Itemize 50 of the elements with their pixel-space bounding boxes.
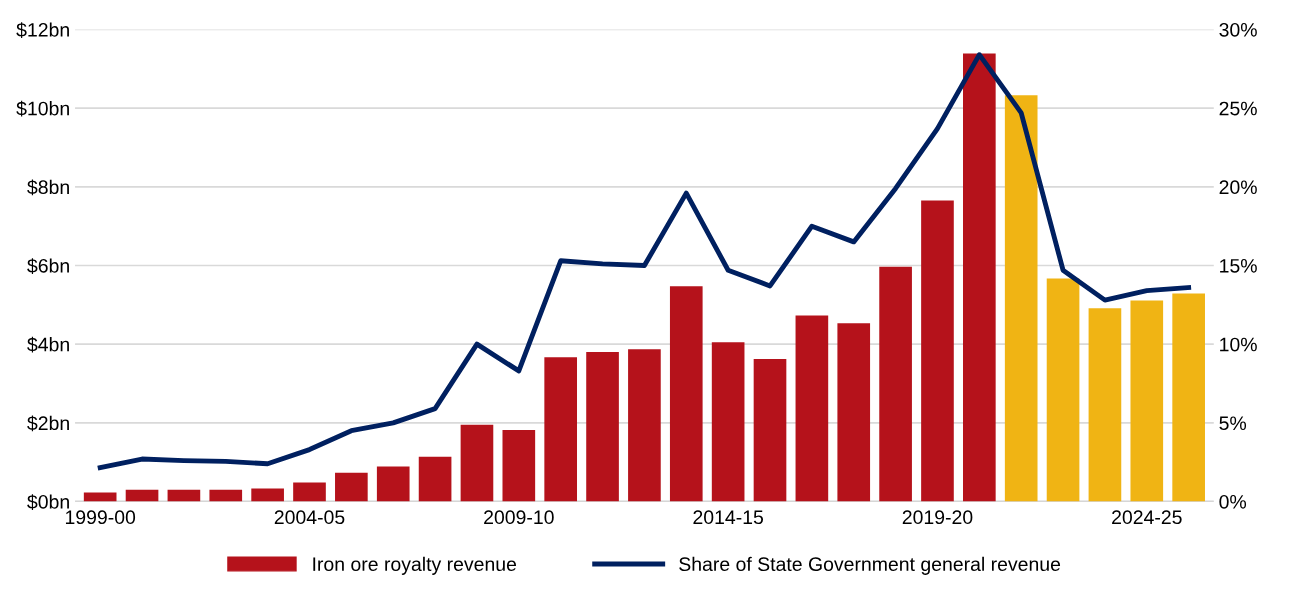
y2-tick-label: 10% (1220, 337, 1257, 352)
bar (335, 472, 368, 502)
y2-tick-label: 5% (1219, 416, 1247, 431)
bar (963, 53, 996, 502)
x-tick-label: 2009-10 (484, 510, 554, 525)
bar (1130, 300, 1164, 502)
x-tick-label: 2024-25 (1112, 510, 1182, 525)
bar (376, 466, 410, 502)
bar (83, 492, 117, 502)
legend-label: Share of State Government general revenue (679, 556, 1061, 575)
y-tick-label: $4bn (27, 336, 69, 353)
bar (293, 482, 326, 502)
bar (753, 359, 787, 502)
bar (502, 429, 536, 502)
bar (1004, 95, 1038, 502)
bar (418, 456, 452, 502)
bar (586, 352, 619, 502)
bar (837, 323, 871, 502)
y-tick-label: $0bn (27, 494, 69, 510)
bar (1088, 308, 1122, 502)
bar (921, 200, 954, 502)
y-tick-label: $6bn (27, 258, 69, 274)
x-tick-label: 2014-15 (693, 510, 764, 525)
y2-tick-label: 0% (1219, 494, 1247, 509)
line-series (97, 52, 1192, 471)
y-tick-label: $2bn (27, 415, 69, 432)
legend-label: Iron ore royalty revenue (313, 556, 517, 575)
y-tick-label: $10bn (16, 100, 69, 117)
y2-tick-label: 20% (1219, 180, 1257, 195)
bar (167, 489, 201, 502)
x-tick-label: 1999-00 (65, 510, 136, 525)
bar (209, 489, 243, 502)
bar (1172, 293, 1205, 502)
bar (460, 424, 494, 502)
y-tick-label: $12bn (16, 22, 69, 38)
y2-tick-label: 15% (1220, 259, 1257, 273)
y2-tick-label: 25% (1219, 101, 1257, 116)
bar (544, 357, 578, 502)
bar (628, 349, 661, 502)
y-tick-label: $8bn (27, 179, 69, 196)
x-tick-label: 2004-05 (274, 510, 345, 525)
bar (669, 286, 703, 502)
bar (1046, 278, 1080, 502)
bar (711, 342, 745, 502)
bar (879, 266, 912, 502)
y2-tick-label: 30% (1219, 22, 1257, 37)
x-tick-label: 2019-20 (902, 510, 973, 525)
bar (795, 315, 829, 502)
bar (125, 489, 159, 502)
bar (251, 488, 284, 502)
